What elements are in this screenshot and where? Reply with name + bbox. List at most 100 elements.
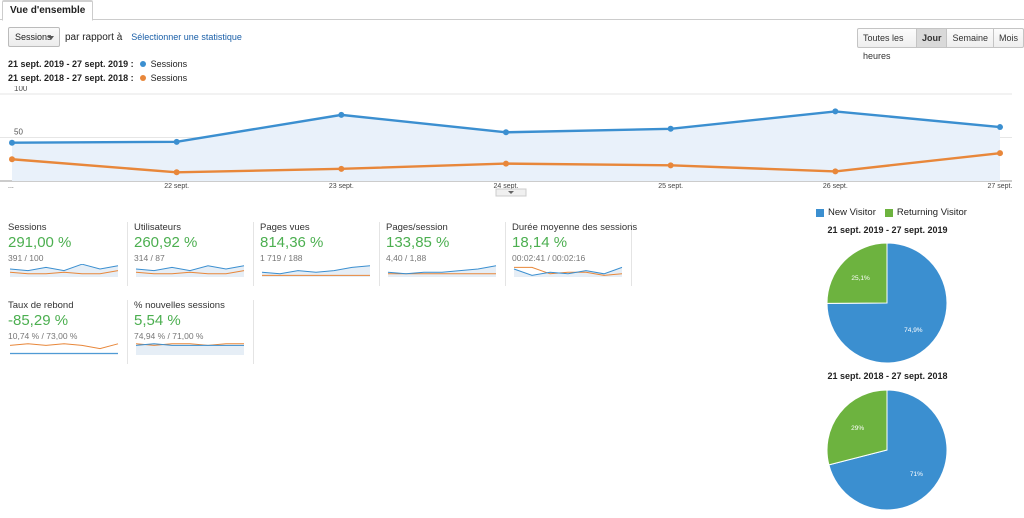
data-point[interactable] [503,129,509,136]
btn-week[interactable]: Semaine [946,28,994,48]
scorecard-tile[interactable]: Sessions 291,00 % 391 / 100 [8,222,128,286]
sparkline-current [9,264,119,272]
scorecard-compare: 74,94 % / 71,00 % [134,331,204,341]
x-tick-label: 22 sept. [164,183,189,190]
scorecard-tile[interactable]: Taux de rebond -85,29 % 10,74 % / 73,00 % [8,300,128,364]
legend-range-previous: 21 sept. 2018 - 27 sept. 2018 : [8,73,134,83]
x-tick-label: 26 sept. [823,183,848,190]
scorecard-label: Taux de rebond [8,300,74,311]
scorecard-compare: 314 / 87 [134,253,165,263]
sparkline-area [136,343,244,355]
data-point[interactable] [667,125,674,132]
btn-month[interactable]: Mois [992,28,1024,48]
scorecard-label: Utilisateurs [134,222,181,233]
sparkline [387,265,497,277]
tab-bar: Vue d'ensemble [0,0,1024,21]
scorecard-value: 133,85 % [386,234,450,251]
data-point[interactable] [338,111,345,118]
chevron-down-icon [48,36,54,40]
scorecard-compare: 1 719 / 188 [260,253,303,263]
legend-swatch-new [816,208,824,217]
sparkline [9,343,119,355]
pie-slice[interactable] [828,389,948,511]
pie-title-2019: 21 sept. 2019 - 27 sept. 2019 [827,225,948,235]
legend-row-current: 21 sept. 2019 - 27 sept. 2019 : Sessions [8,59,187,69]
pie-title-2018: 21 sept. 2018 - 27 sept. 2018 [827,371,948,381]
scorecard-tile[interactable]: Pages vues 814,36 % 1 719 / 188 [260,222,380,286]
btn-hourly[interactable]: Toutes les heures [857,28,917,61]
x-tick-label: ... [8,183,14,190]
data-point[interactable] [173,138,180,145]
scorecard-value: 5,54 % [134,312,181,329]
scorecard-compare: 00:02:41 / 00:02:16 [512,253,586,263]
metric-select-label: Sessions [15,32,52,42]
x-tick-label: 23 sept. [329,183,354,190]
scorecard-value: 291,00 % [8,234,72,251]
scorecard-value: 814,36 % [260,234,324,251]
sparkline [513,266,623,277]
legend-row-previous: 21 sept. 2018 - 27 sept. 2018 : Sessions [8,73,187,83]
sparkline-current [135,343,244,346]
select-stat-link[interactable]: Sélectionner une statistique [131,32,242,42]
sparkline-area [136,265,244,277]
sparkline-previous [135,343,244,346]
legend-label-returning: Returning Visitor [896,207,967,218]
chevron-down-icon [508,191,514,194]
scorecard-label: Sessions [8,222,47,233]
pie-chart-2019: 74,9% 25,1% [826,242,948,364]
pie-slice-label: 74,9% [904,327,923,334]
data-point[interactable] [9,139,15,146]
sparkline [135,265,245,277]
legend-label-new: New Visitor [828,207,876,218]
data-point[interactable] [997,124,1003,131]
granularity-buttons: Toutes les heures Jour Semaine Mois [857,28,1024,61]
y-tick-label: 50 [14,128,23,137]
sparkline-previous [9,343,119,350]
legend-name-previous: Sessions [150,73,188,83]
y-tick-label: 100 [14,86,28,93]
data-point[interactable] [173,169,180,176]
x-tick-label: 25 sept. [658,183,683,190]
sparkline-current [261,265,371,275]
pie-slice[interactable] [826,389,888,466]
x-tick-label: 27 sept. [988,183,1013,190]
tab-overview[interactable]: Vue d'ensemble [2,0,94,21]
scorecard-compare: 10,74 % / 73,00 % [8,331,78,341]
sparkline [135,343,244,355]
data-point[interactable] [832,108,839,115]
metric-select[interactable]: Sessions [8,27,60,47]
legend-swatch-returning [884,208,893,217]
scorecard-value: 260,92 % [134,234,198,251]
scorecard-value: -85,29 % [8,312,69,329]
scorecard-tile[interactable]: Pages/session 133,85 % 4,40 / 1,88 [386,222,506,286]
sparkline-area [262,265,370,277]
sparkline [261,265,371,277]
btn-day[interactable]: Jour [915,28,948,48]
data-point[interactable] [997,150,1003,157]
scorecard-label: % nouvelles sessions [134,300,225,311]
scorecard-tile[interactable]: Durée moyenne des sessions 18,14 % 00:02:4… [512,222,637,286]
scorecard-compare: 391 / 100 [8,253,44,263]
sparkline-current [387,265,497,275]
legend-range-current: 21 sept. 2019 - 27 sept. 2019 : [8,59,134,69]
scorecard-tile[interactable]: % nouvelles sessions 5,54 % 74,94 % / 71,0… [134,300,254,364]
pie-legend: New Visitor Returning Visitor [816,207,967,218]
sparkline-area [514,267,622,277]
data-point[interactable] [832,168,839,175]
scorecard-label: Pages/session [386,222,448,233]
toolbar: Sessions par rapport à Sélectionner une … [8,27,242,47]
pie-slice[interactable] [826,242,888,304]
sparkline-previous [514,266,623,276]
sparkline-current [135,265,245,272]
data-point[interactable] [338,165,345,172]
sparkline-current [513,266,623,276]
scorecard-tile[interactable]: Utilisateurs 260,92 % 314 / 87 [134,222,254,286]
x-tick-label: 24 sept. [494,183,519,190]
sparkline-previous [9,270,119,275]
data-point[interactable] [503,160,509,167]
data-point[interactable] [667,162,674,169]
pie-slice[interactable] [826,242,948,364]
pie-chart-2018: 71% 29% [826,389,948,511]
data-point[interactable] [9,156,15,163]
legend-dot-current [139,61,146,67]
